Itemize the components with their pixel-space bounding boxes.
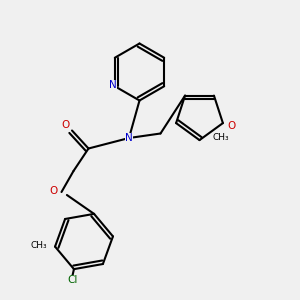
Text: N: N: [125, 133, 133, 143]
Text: Cl: Cl: [67, 274, 78, 285]
Text: O: O: [227, 121, 236, 131]
Text: CH₃: CH₃: [212, 133, 229, 142]
Text: O: O: [61, 120, 70, 130]
Text: N: N: [110, 80, 117, 90]
Text: O: O: [50, 185, 58, 196]
Text: CH₃: CH₃: [30, 241, 47, 250]
